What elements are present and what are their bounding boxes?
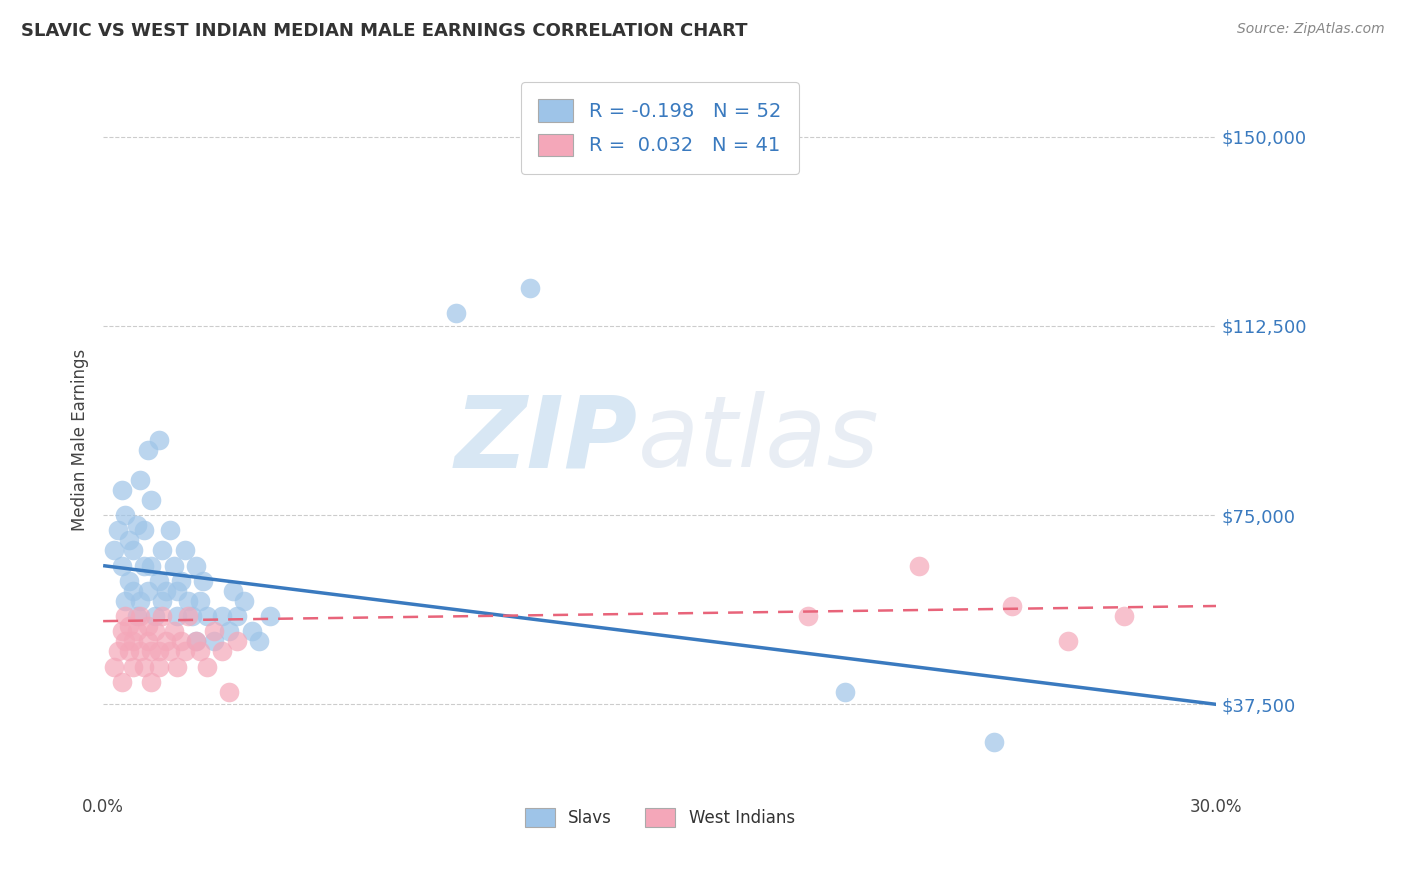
Point <box>204 624 226 639</box>
Point <box>184 634 207 648</box>
Point <box>148 574 170 588</box>
Point <box>177 609 200 624</box>
Point <box>173 543 195 558</box>
Point <box>162 624 184 639</box>
Text: Source: ZipAtlas.com: Source: ZipAtlas.com <box>1237 22 1385 37</box>
Point <box>143 624 166 639</box>
Point <box>129 594 152 608</box>
Point <box>136 583 159 598</box>
Point <box>141 674 163 689</box>
Point <box>121 659 143 673</box>
Point <box>141 644 163 658</box>
Point <box>148 433 170 447</box>
Point <box>188 644 211 658</box>
Text: ZIP: ZIP <box>454 391 637 488</box>
Y-axis label: Median Male Earnings: Median Male Earnings <box>72 349 89 531</box>
Point <box>111 483 134 497</box>
Point <box>225 634 247 648</box>
Point <box>118 533 141 548</box>
Point <box>173 644 195 658</box>
Point <box>519 281 541 295</box>
Point <box>114 594 136 608</box>
Point <box>908 558 931 573</box>
Point <box>125 609 148 624</box>
Point <box>111 624 134 639</box>
Point <box>166 609 188 624</box>
Point <box>121 583 143 598</box>
Point <box>152 543 174 558</box>
Point <box>211 644 233 658</box>
Point <box>114 508 136 523</box>
Point <box>177 594 200 608</box>
Point <box>129 609 152 624</box>
Point <box>834 685 856 699</box>
Point <box>114 609 136 624</box>
Point <box>136 634 159 648</box>
Point <box>170 634 193 648</box>
Point <box>155 583 177 598</box>
Point <box>218 624 240 639</box>
Point <box>103 543 125 558</box>
Point <box>204 634 226 648</box>
Point <box>240 624 263 639</box>
Point <box>195 659 218 673</box>
Point <box>148 659 170 673</box>
Point <box>111 558 134 573</box>
Point <box>141 493 163 508</box>
Point <box>125 624 148 639</box>
Point <box>1001 599 1024 613</box>
Text: SLAVIC VS WEST INDIAN MEDIAN MALE EARNINGS CORRELATION CHART: SLAVIC VS WEST INDIAN MEDIAN MALE EARNIN… <box>21 22 748 40</box>
Point <box>132 659 155 673</box>
Point <box>129 473 152 487</box>
Point <box>797 609 820 624</box>
Point <box>129 644 152 658</box>
Point <box>148 644 170 658</box>
Point <box>218 685 240 699</box>
Point <box>1112 609 1135 624</box>
Point <box>132 558 155 573</box>
Point <box>233 594 256 608</box>
Point <box>118 644 141 658</box>
Point <box>118 619 141 633</box>
Point <box>166 659 188 673</box>
Point <box>184 558 207 573</box>
Point <box>983 735 1005 749</box>
Point <box>188 594 211 608</box>
Point <box>136 442 159 457</box>
Point <box>222 583 245 598</box>
Point <box>211 609 233 624</box>
Point <box>152 594 174 608</box>
Point <box>159 644 181 658</box>
Point <box>136 619 159 633</box>
Point <box>103 659 125 673</box>
Point <box>118 574 141 588</box>
Point <box>143 609 166 624</box>
Point <box>114 634 136 648</box>
Point <box>166 583 188 598</box>
Point <box>225 609 247 624</box>
Point <box>181 609 204 624</box>
Point <box>162 558 184 573</box>
Point <box>1057 634 1080 648</box>
Point <box>247 634 270 648</box>
Legend: Slavs, West Indians: Slavs, West Indians <box>517 801 801 834</box>
Point <box>132 524 155 538</box>
Point <box>184 634 207 648</box>
Point <box>121 634 143 648</box>
Point <box>159 524 181 538</box>
Point <box>259 609 281 624</box>
Point <box>195 609 218 624</box>
Point <box>125 518 148 533</box>
Point <box>152 609 174 624</box>
Point <box>444 306 467 320</box>
Point <box>111 674 134 689</box>
Point <box>141 558 163 573</box>
Point <box>107 524 129 538</box>
Point <box>155 634 177 648</box>
Point <box>193 574 215 588</box>
Point <box>107 644 129 658</box>
Point <box>170 574 193 588</box>
Text: atlas: atlas <box>637 391 879 488</box>
Point <box>121 543 143 558</box>
